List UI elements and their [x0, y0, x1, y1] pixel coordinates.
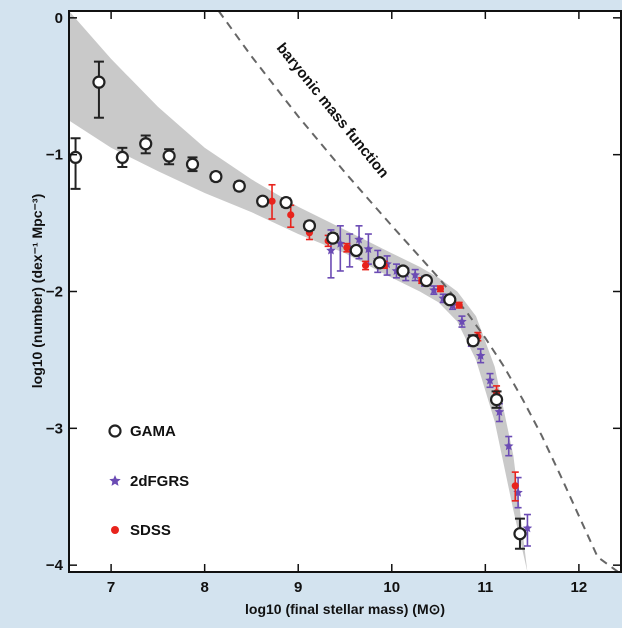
- data-points: [69, 60, 533, 550]
- marker-2dfgrs: [429, 285, 439, 295]
- legend-item-gama: GAMA: [108, 423, 176, 440]
- point-gama: [466, 334, 480, 348]
- x-tick-label: 8: [200, 579, 208, 596]
- marker-gama: [115, 150, 129, 165]
- marker-2dfgrs: [485, 375, 495, 385]
- point-gama: [162, 148, 176, 166]
- legend-item-sdss: SDSS: [111, 522, 171, 539]
- marker-sdss: [287, 211, 295, 219]
- point-2dfgrs: [410, 268, 420, 282]
- marker-2dfgrs: [354, 234, 364, 244]
- point-gama: [349, 243, 363, 258]
- marker-gama: [279, 195, 293, 210]
- marker-2dfgrs: [326, 245, 336, 255]
- model-uncertainty-band: [69, 11, 528, 572]
- legend-marker-sdss: [111, 526, 119, 534]
- marker-2dfgrs: [410, 270, 420, 280]
- axis-ticks: 7 8 9 10 11 12 0 −1 −2 −3 −4: [46, 10, 621, 596]
- marker-gama: [396, 264, 410, 278]
- x-tick-label: 7: [107, 579, 115, 596]
- point-gama: [209, 169, 223, 184]
- legend-label-sdss: SDSS: [130, 522, 171, 539]
- plot-area: [69, 11, 621, 572]
- point-2dfgrs: [335, 225, 346, 272]
- point-sdss: [436, 285, 445, 293]
- legend-marker-2dfgrs: [109, 475, 121, 486]
- point-sdss: [511, 471, 519, 502]
- marker-gama: [326, 231, 340, 245]
- marker-gama: [302, 219, 317, 233]
- marker-2dfgrs: [335, 238, 346, 248]
- marker-2dfgrs: [363, 244, 374, 254]
- marker-gama: [162, 149, 176, 163]
- baryonic-mass-function-line: [217, 11, 619, 572]
- marker-gama: [466, 334, 480, 348]
- point-gama: [443, 293, 457, 307]
- point-2dfgrs: [485, 372, 495, 389]
- marker-gama: [232, 179, 246, 193]
- point-sdss: [268, 183, 276, 220]
- marker-gama: [69, 150, 83, 165]
- y-tick-label: −2: [46, 284, 63, 301]
- point-sdss: [455, 301, 463, 309]
- marker-gama: [513, 527, 527, 541]
- marker-2dfgrs: [494, 406, 505, 416]
- point-gama: [92, 60, 106, 119]
- y-tick-label: 0: [55, 10, 63, 27]
- marker-sdss: [455, 301, 463, 309]
- marker-2dfgrs: [504, 441, 514, 451]
- point-gama: [115, 146, 129, 168]
- marker-gama: [256, 194, 270, 208]
- legend-marker-gama: [108, 424, 122, 438]
- point-gama: [139, 134, 153, 155]
- marker-sdss: [436, 285, 445, 293]
- marker-gama: [373, 256, 387, 270]
- point-gama: [513, 517, 527, 550]
- x-tick-label: 11: [477, 579, 493, 596]
- marker-gama: [419, 273, 433, 288]
- marker-gama: [185, 157, 200, 171]
- marker-2dfgrs: [457, 316, 467, 326]
- marker-gama: [209, 169, 223, 184]
- point-gama: [489, 390, 504, 409]
- marker-sdss: [343, 244, 351, 252]
- marker-gama: [489, 392, 504, 407]
- marker-gama: [349, 243, 363, 258]
- point-2dfgrs: [504, 435, 514, 457]
- marker-sdss: [511, 482, 519, 490]
- y-axis-title: log10 (number) (dex⁻¹ Mpc⁻³): [29, 194, 45, 388]
- x-tick-label: 10: [383, 579, 400, 596]
- point-sdss: [343, 242, 351, 253]
- marker-gama: [139, 137, 153, 151]
- y-tick-label: −1: [46, 147, 63, 164]
- legend-label-2dfgrs: 2dFGRS: [130, 473, 189, 490]
- legend-item-2dfgrs: 2dFGRS: [109, 473, 189, 490]
- legend: GAMA 2dFGRS SDSS: [108, 423, 189, 539]
- marker-2dfgrs: [475, 350, 486, 360]
- point-gama: [256, 194, 270, 208]
- point-gama: [396, 264, 410, 278]
- point-gama: [185, 156, 200, 173]
- point-gama: [232, 179, 246, 193]
- marker-sdss: [361, 261, 370, 270]
- point-gama: [279, 195, 293, 210]
- point-gama: [373, 256, 387, 270]
- marker-sdss: [268, 197, 276, 205]
- x-tick-label: 12: [571, 579, 588, 596]
- point-sdss: [361, 260, 370, 271]
- point-gama: [419, 273, 433, 288]
- point-gama: [326, 231, 340, 245]
- marker-gama: [443, 293, 457, 307]
- legend-label-gama: GAMA: [130, 423, 176, 440]
- x-axis-title: log10 (final stellar mass) (M⊙): [245, 601, 445, 617]
- point-gama: [302, 219, 317, 233]
- y-tick-label: −3: [46, 420, 63, 437]
- x-tick-label: 9: [294, 579, 302, 596]
- point-2dfgrs: [429, 285, 439, 296]
- marker-gama: [92, 75, 106, 89]
- point-2dfgrs: [475, 348, 486, 364]
- point-2dfgrs: [457, 315, 467, 328]
- y-tick-label: −4: [46, 557, 64, 574]
